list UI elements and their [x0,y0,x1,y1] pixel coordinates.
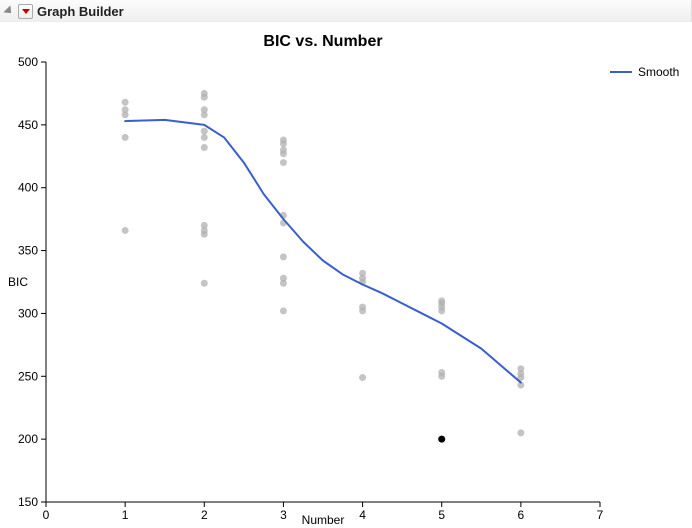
y-tick-label: 250 [18,369,38,383]
y-tick-label: 400 [18,181,38,195]
scatter-point-highlighted[interactable] [438,436,445,443]
x-tick-label: 5 [438,508,445,522]
scatter-point[interactable] [359,374,366,381]
scatter-point[interactable] [280,253,287,260]
x-tick-label: 2 [201,508,208,522]
graph-builder-panel: Graph Builder BIC vs. Number 0 1 2 3 4 5 6 7 150 2… [0,0,692,528]
scatter-point[interactable] [201,111,208,118]
scatter-point[interactable] [122,134,129,141]
y-tick-label: 150 [18,495,38,509]
legend-label[interactable]: Smooth [638,65,679,79]
chart-svg: BIC vs. Number 0 1 2 3 4 5 6 7 150 200 250 300 350 400… [0,22,692,528]
scatter-point[interactable] [201,280,208,287]
scatter-point[interactable] [122,227,129,234]
y-axis-label: BIC [8,275,28,289]
scatter-point[interactable] [201,144,208,151]
scatter-point[interactable] [280,159,287,166]
scatter-point[interactable] [280,280,287,287]
x-tick-label: 1 [122,508,129,522]
y-tick-label: 350 [18,244,38,258]
x-tick-label: 3 [280,508,287,522]
y-tick-label: 300 [18,306,38,320]
x-tick-label: 0 [43,508,50,522]
y-tick-label: 500 [18,55,38,69]
y-tick-label: 200 [18,432,38,446]
chart-title: BIC vs. Number [263,33,382,50]
scatter-point[interactable] [122,99,129,106]
scatter-point[interactable] [122,111,129,118]
scatter-point[interactable] [517,429,524,436]
red-triangle-menu-icon[interactable] [18,4,33,19]
scatter-point[interactable] [280,140,287,147]
scatter-point[interactable] [201,134,208,141]
x-axis-label: Number [302,513,345,527]
scatter-point[interactable] [201,94,208,101]
x-tick-label: 4 [359,508,366,522]
y-tick-label: 450 [18,118,38,132]
panel-title-bar: Graph Builder [0,0,691,23]
chart-area: BIC vs. Number 0 1 2 3 4 5 6 7 150 200 250 300 350 400… [0,22,691,528]
scatter-point[interactable] [280,307,287,314]
scatter-point[interactable] [359,307,366,314]
scatter-point[interactable] [438,373,445,380]
scatter-point[interactable] [280,150,287,157]
x-tick-label: 7 [597,508,604,522]
panel-title: Graph Builder [37,4,124,19]
scatter-point[interactable] [201,231,208,238]
scatter-point[interactable] [201,128,208,135]
scatter-point[interactable] [438,307,445,314]
x-tick-label: 6 [518,508,525,522]
disclosure-triangle-icon[interactable] [3,5,14,16]
